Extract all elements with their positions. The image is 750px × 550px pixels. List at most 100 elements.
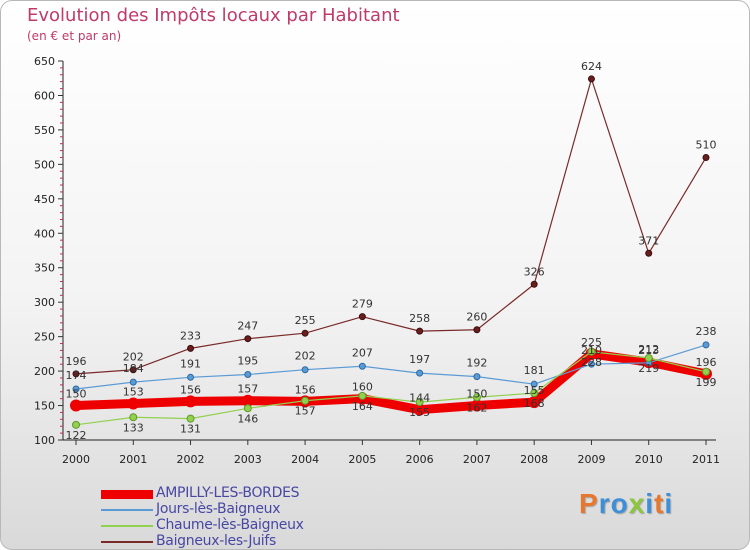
logo-letter-i-2: i	[664, 488, 674, 519]
data-label: 162	[466, 401, 487, 414]
legend-label: AMPILLY-LES-BORDES	[156, 485, 300, 501]
series-1-point	[301, 366, 309, 374]
data-label: 156	[295, 383, 316, 396]
y-tick-label: 350	[34, 262, 55, 275]
x-tick-label: 2003	[234, 453, 262, 466]
data-label: 133	[123, 421, 144, 434]
data-label: 197	[409, 353, 430, 366]
series-1-point	[72, 385, 80, 393]
data-label: 196	[696, 356, 717, 369]
data-label: 196	[66, 355, 87, 368]
data-label: 191	[180, 357, 201, 370]
data-label: 260	[466, 311, 487, 324]
data-label: 233	[180, 329, 201, 342]
series-line-1	[75, 344, 707, 390]
data-label: 510	[696, 138, 717, 151]
series-1-point	[587, 360, 595, 368]
series-3-point	[702, 153, 710, 161]
data-label: 157	[295, 405, 316, 418]
chart-title: Evolution des Impôts locaux par Habitant	[27, 5, 400, 26]
data-label: 150	[466, 388, 487, 401]
series-3-point	[244, 335, 252, 343]
x-tick-label: 2008	[520, 453, 548, 466]
series-3-point	[187, 344, 195, 352]
x-tick-label: 2001	[119, 453, 147, 466]
data-label: 181	[524, 364, 545, 377]
data-label: 219	[638, 362, 659, 375]
series-2-point	[644, 353, 653, 362]
data-label: 202	[295, 350, 316, 363]
data-label: 371	[638, 234, 659, 247]
data-label: 122	[66, 429, 87, 442]
x-tick-label: 2005	[348, 453, 376, 466]
series-line-2	[75, 351, 707, 426]
data-label: 195	[237, 355, 258, 368]
series-line-0	[71, 349, 711, 415]
series-3-point	[301, 329, 309, 337]
data-label: 146	[237, 412, 258, 425]
x-tick-label: 2004	[291, 453, 319, 466]
data-label: 131	[180, 423, 201, 436]
series-1-point	[244, 371, 252, 379]
series-2-point	[530, 389, 539, 398]
legend-label: Baigneux-les-Juifs	[156, 533, 276, 549]
legend-swatch	[101, 541, 153, 543]
chart-subtitle: (en € et par an)	[27, 29, 122, 43]
series-1-point	[416, 369, 424, 377]
logo-letter-r: r	[598, 488, 611, 519]
legend-label: Chaume-lès-Baigneux	[156, 517, 304, 533]
x-tick-label: 2000	[62, 453, 90, 466]
y-tick-label: 300	[34, 296, 55, 309]
proxiti-logo: Proxiti	[579, 488, 673, 520]
data-label: 247	[237, 320, 258, 333]
data-label: 255	[295, 314, 316, 327]
data-label: 192	[466, 357, 487, 370]
data-label: 156	[180, 383, 201, 396]
series-2-point	[129, 413, 138, 422]
data-label: 184	[123, 362, 144, 375]
series-2-point	[587, 347, 596, 356]
series-2-point	[702, 367, 710, 376]
y-tick-label: 200	[34, 365, 55, 378]
series-3-point	[72, 370, 80, 378]
data-label: 279	[352, 298, 373, 311]
series-0-point	[184, 395, 197, 408]
series-3-point	[129, 366, 137, 374]
legend-label: Jours-lès-Baigneux	[156, 501, 281, 517]
data-label: 153	[123, 385, 144, 398]
y-tick-label: 650	[34, 55, 55, 68]
x-tick-label: 2009	[577, 453, 605, 466]
legend-swatch	[101, 489, 153, 499]
series-1-point	[358, 362, 366, 370]
series-2-point	[358, 391, 367, 400]
data-label: 258	[409, 312, 430, 325]
y-tick-label: 600	[34, 89, 55, 102]
series-3-point	[416, 327, 424, 335]
series-0-point	[241, 394, 254, 407]
series-0-point	[470, 399, 483, 412]
logo-letter-t: t	[654, 488, 665, 519]
data-label: 202	[123, 351, 144, 364]
data-label: 326	[524, 265, 545, 278]
logo-letter-o: o	[610, 488, 629, 519]
legend-swatch	[101, 525, 153, 527]
data-label: 228	[581, 356, 602, 369]
series-1-point	[129, 378, 137, 386]
series-2-point	[243, 404, 252, 413]
logo-letter-x: x	[628, 488, 646, 519]
series-0-point	[70, 399, 82, 412]
x-tick-label: 2006	[406, 453, 434, 466]
series-2-point	[472, 393, 481, 402]
series-1-point	[187, 373, 195, 381]
data-label: 199	[696, 376, 717, 389]
data-label: 164	[352, 400, 373, 413]
series-3-point	[358, 313, 366, 321]
series-0-point	[413, 403, 426, 416]
data-label: 155	[409, 406, 430, 419]
data-label: 213	[638, 344, 659, 357]
data-label: 155	[524, 384, 545, 397]
series-2-point	[72, 420, 80, 429]
series-2-point	[186, 414, 195, 423]
